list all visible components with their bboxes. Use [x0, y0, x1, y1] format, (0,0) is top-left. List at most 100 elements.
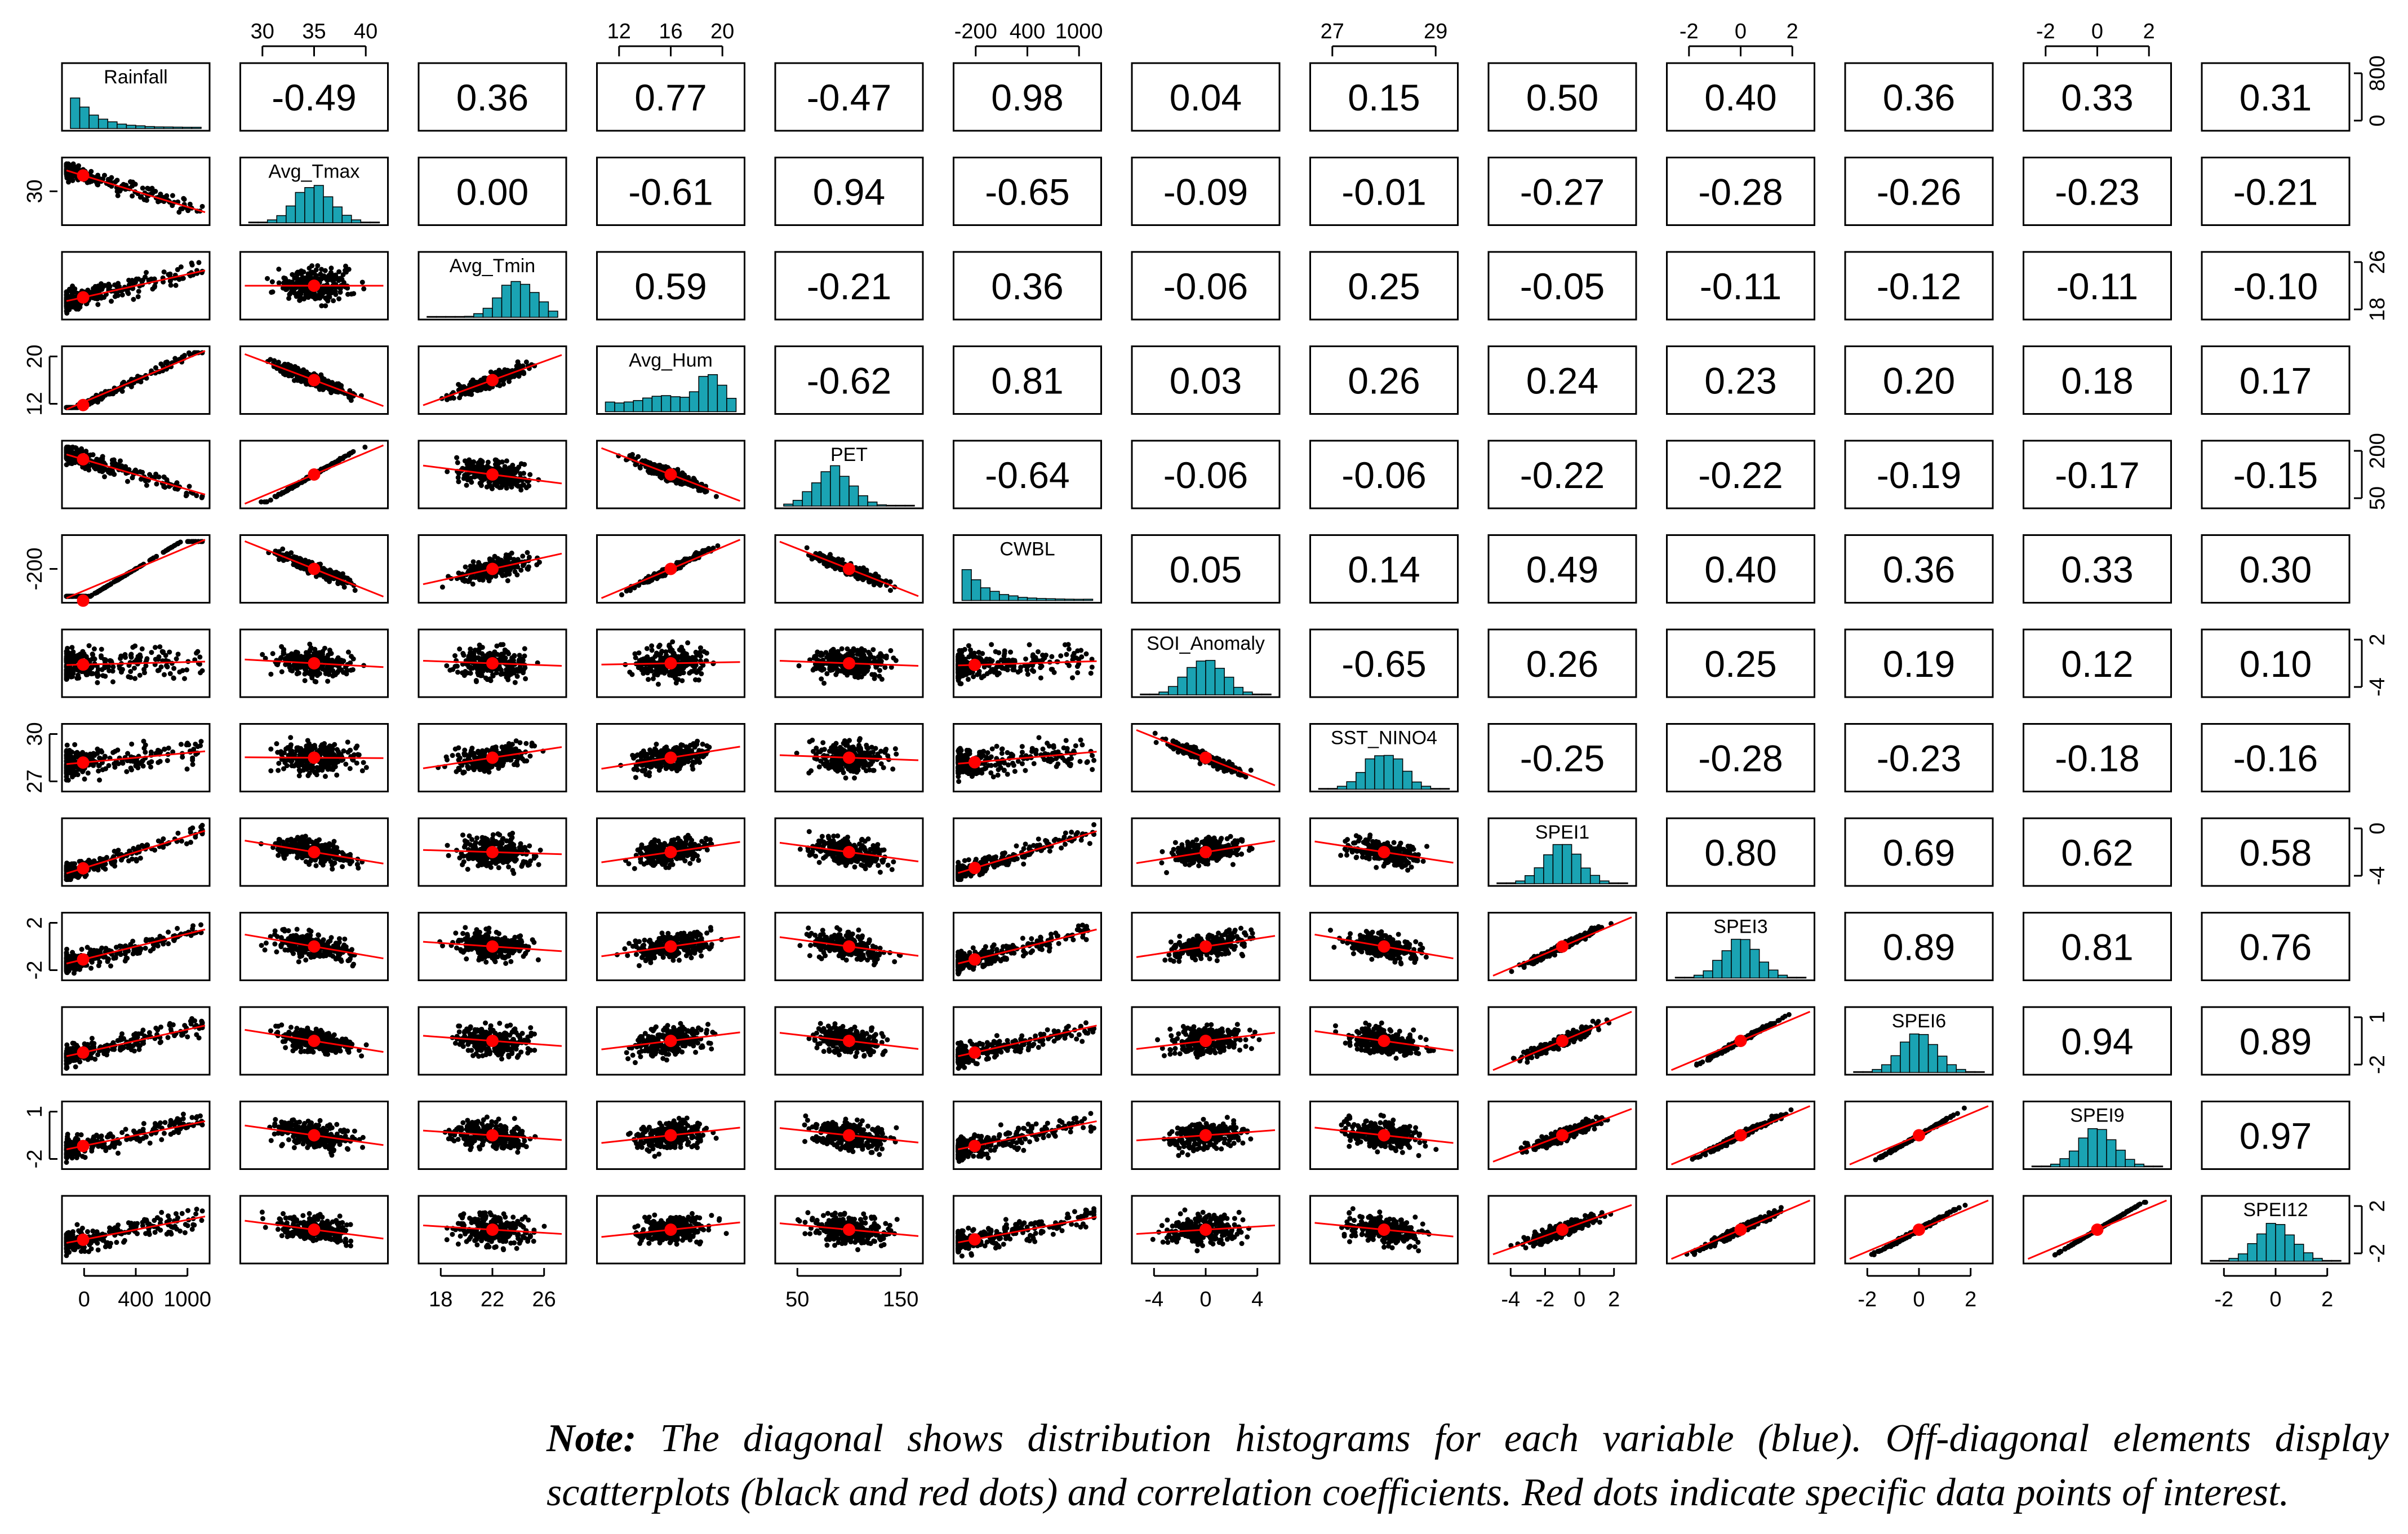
- scatter-point: [152, 645, 158, 650]
- histogram-bar: [670, 396, 681, 413]
- scatter-point: [468, 646, 473, 652]
- scatter-point: [268, 497, 273, 503]
- scatter-point: [287, 292, 292, 298]
- scatter-point: [199, 203, 205, 209]
- scatter-point: [283, 655, 288, 661]
- correlation-value: 0.18: [2061, 360, 2133, 402]
- scatter-point: [522, 646, 527, 651]
- scatter-point: [345, 649, 351, 655]
- scatter-point: [135, 654, 141, 659]
- scatter-point: [362, 444, 368, 450]
- highlight-point: [664, 562, 677, 575]
- histogram-bar: [867, 502, 878, 507]
- histogram-bar: [519, 283, 531, 318]
- panel-0-2: 0.36: [417, 62, 567, 132]
- panel-5-8: 0.49: [1487, 534, 1637, 604]
- panel-3-11: 0.18: [2023, 345, 2172, 415]
- scatter-point: [439, 584, 445, 590]
- scatter-point: [457, 646, 463, 652]
- scatter-point: [335, 581, 341, 587]
- scatter-point: [109, 299, 114, 304]
- scatter-point: [149, 650, 154, 655]
- scatter-point: [317, 292, 322, 298]
- histogram-bar: [88, 114, 99, 129]
- scatter-point: [510, 667, 516, 672]
- scatter-point: [164, 663, 170, 668]
- panel-border: [239, 62, 389, 132]
- histogram-bar: [510, 281, 521, 318]
- panel-2-12: -0.10: [2201, 251, 2351, 321]
- scatter-point: [307, 271, 313, 276]
- scatter-point: [180, 206, 185, 211]
- scatter-point: [161, 475, 167, 480]
- scatter-point: [154, 481, 159, 487]
- histogram-bar: [651, 396, 662, 413]
- scatter-point: [502, 477, 508, 482]
- scatter-point: [287, 663, 292, 669]
- panel-2-9: -0.11: [1666, 251, 1815, 321]
- scatter-point: [153, 365, 158, 371]
- scatter-point: [323, 303, 328, 309]
- panel-4-12: -0.15: [2201, 440, 2351, 509]
- correlation-value: 0.98: [991, 77, 1063, 118]
- scatter-point: [126, 674, 131, 680]
- scatter-point: [176, 277, 182, 282]
- scatter-point: [328, 265, 334, 271]
- panel-border: [2201, 62, 2351, 132]
- scatter-point: [122, 652, 128, 658]
- scatter-point: [77, 303, 82, 308]
- scatter-point: [470, 559, 476, 565]
- highlight-point: [486, 562, 499, 575]
- histogram-bar: [154, 126, 165, 129]
- scatter-point: [95, 302, 101, 307]
- histogram-bar: [811, 482, 822, 507]
- highlight-point: [308, 374, 321, 387]
- scatter-point: [500, 642, 506, 648]
- correlation-value: -0.22: [1698, 454, 1783, 496]
- panel-1-3: -0.61: [596, 157, 745, 226]
- scatter-point: [270, 651, 276, 657]
- scatter-point: [162, 672, 167, 677]
- scatter-point: [171, 676, 176, 681]
- scatter-point: [343, 263, 348, 269]
- scatter-point: [324, 667, 330, 672]
- panel-1-1: Avg_Tmax: [239, 157, 389, 226]
- scatter-point: [313, 679, 319, 685]
- scatter-point: [349, 291, 354, 297]
- scatter-point: [131, 666, 137, 671]
- scatter-point: [485, 459, 491, 465]
- histogram-bar: [1018, 597, 1028, 601]
- scatter-point: [176, 209, 182, 215]
- scatter-point: [101, 295, 107, 300]
- scatter-point: [144, 270, 149, 276]
- histogram-bar: [529, 292, 540, 318]
- scatter-point: [75, 163, 81, 169]
- scatter-point: [156, 474, 162, 480]
- histogram-bar: [360, 221, 371, 224]
- scatter-point: [514, 673, 520, 679]
- histogram-bar: [792, 500, 803, 507]
- correlation-value: -0.11: [1700, 265, 1782, 307]
- scatter-point: [536, 560, 542, 565]
- correlation-value: 0.20: [1883, 360, 1955, 402]
- highlight-point: [77, 453, 90, 465]
- scatter-point: [469, 392, 474, 397]
- scatter-point: [324, 274, 330, 280]
- histogram-bar: [182, 126, 193, 129]
- scatter-point: [352, 588, 358, 593]
- correlation-value: -0.06: [1163, 454, 1248, 496]
- scatter-point: [270, 289, 276, 295]
- scatter-point: [503, 470, 509, 476]
- scatter-point: [137, 672, 143, 678]
- panel-5-1: [239, 534, 389, 604]
- panel-2-0: [61, 251, 211, 321]
- panel-2-2: Avg_Tmin: [417, 251, 567, 321]
- histogram-bar: [464, 316, 474, 318]
- scatter-point: [288, 550, 294, 556]
- correlation-value: 0.25: [1348, 265, 1420, 307]
- histogram-bar: [257, 221, 268, 224]
- correlation-value: -0.65: [985, 171, 1069, 213]
- scatter-point: [468, 461, 474, 467]
- panel-3-4: -0.62: [774, 345, 924, 415]
- panel-1-8: -0.27: [1487, 157, 1637, 226]
